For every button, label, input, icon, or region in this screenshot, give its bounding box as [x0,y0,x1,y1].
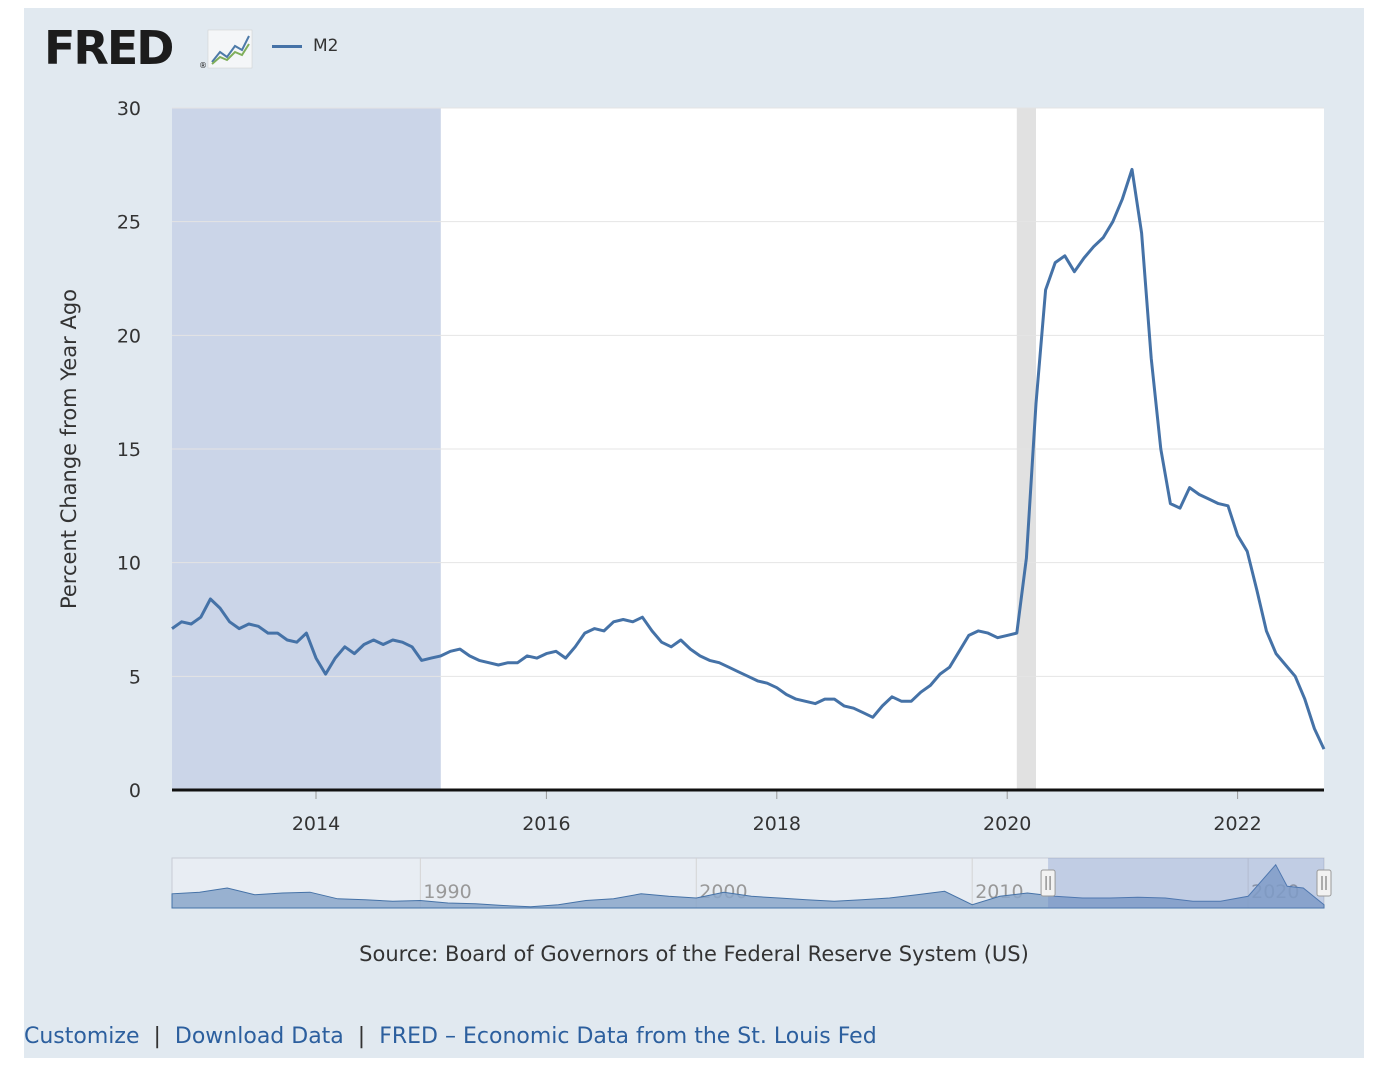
customize-link[interactable]: Customize [24,1024,140,1049]
legend[interactable]: M2 [272,36,338,56]
footer-links: Customize | Download Data | FRED – Economic … [24,1024,877,1049]
footer-separator: | [153,1024,161,1049]
navigator-series [171,863,1325,909]
navigator-label: 1990 [423,881,471,903]
source-note: Source: Board of Governors of the Federa… [359,942,1029,966]
y-tick-label: 25 [117,212,141,234]
navigator-handle-left [1040,869,1056,897]
y-tick-label: 10 [117,553,141,575]
navigator-selection [1048,858,1324,908]
chart[interactable]: 0 5 10 15 20 25 30 2014 2016 2018 2020 2022 Percent … [0,0,1379,940]
y-tick-label: 5 [129,666,141,688]
y-tick-label: 15 [117,439,141,461]
x-tick-label: 2022 [1213,813,1261,835]
series-line-m2 [171,167,1326,750]
x-tick-label: 2018 [753,813,801,835]
footer-separator: | [357,1024,366,1049]
logo-wordmark: FRED [44,24,172,74]
y-tick-label: 20 [117,325,141,347]
download-data-link[interactable]: Download Data [174,1024,344,1049]
x-tick-label: 2016 [522,813,570,835]
fred-logo[interactable]: FRED ® [44,21,254,75]
y-tick-label: 30 [117,98,141,120]
x-tick-label: 2014 [292,813,340,835]
navigator-handle-right [1316,869,1332,897]
fred-home-link[interactable]: FRED – Economic Data from the St. Louis … [379,1024,877,1049]
y-tick-label: 0 [129,780,141,802]
legend-label-m2: M2 [313,36,339,56]
fred-logo-mark: FRED ® [44,21,253,75]
y-axis-title: Percent Change from Year Ago [57,289,81,609]
x-tick-label: 2020 [983,813,1031,835]
logo-registered: ® [199,61,207,70]
legend-swatch-m2 [272,44,302,48]
